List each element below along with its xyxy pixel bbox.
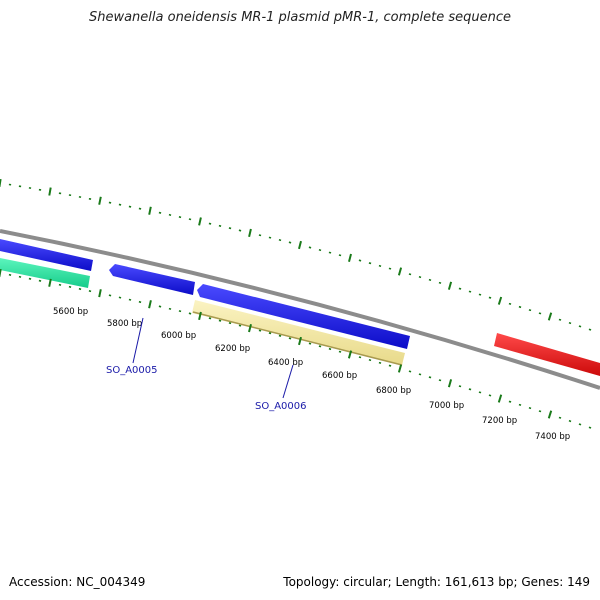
gene-bar-tan[interactable] bbox=[192, 300, 405, 365]
inner-ring-minor-tick bbox=[588, 426, 592, 429]
inner-ring-major-tick bbox=[347, 350, 353, 359]
inner-ring-major-tick bbox=[198, 311, 202, 321]
outer-ring-major-tick bbox=[148, 206, 152, 215]
outer-tick-ring bbox=[0, 179, 592, 331]
gene-arrow-so-a0005[interactable] bbox=[109, 264, 195, 295]
outer-ring-major-tick bbox=[348, 253, 352, 262]
inner-ring-major-tick bbox=[248, 324, 252, 333]
gene-arrow-so-a0006[interactable] bbox=[197, 284, 410, 349]
outer-ring-major-tick bbox=[48, 187, 52, 196]
scale-label: 6400 bp bbox=[268, 358, 303, 368]
gene-label-so-a0006[interactable]: SO_A0006 bbox=[255, 401, 307, 412]
gene-arrow-teal-left[interactable] bbox=[0, 258, 90, 288]
summary-text: Topology: circular; Length: 161,613 bp; … bbox=[283, 575, 590, 589]
inner-ring-major-tick bbox=[298, 336, 302, 346]
outer-ring-major-tick bbox=[198, 217, 202, 226]
gene-arrow-blue-left[interactable] bbox=[0, 239, 93, 271]
outer-ring-major-tick bbox=[497, 296, 503, 305]
outer-ring-major-tick bbox=[547, 312, 553, 321]
inner-ring-major-tick bbox=[98, 289, 102, 298]
outer-ring-minor-tick bbox=[588, 328, 592, 331]
outer-ring-minor-tick bbox=[578, 325, 582, 328]
scale-label: 5600 bp bbox=[53, 307, 88, 317]
inner-ring-major-tick bbox=[497, 394, 503, 403]
scale-labels: 5600 bp 5800 bp 6000 bp 6200 bp 6400 bp … bbox=[53, 307, 570, 442]
scale-label: 7000 bp bbox=[429, 401, 464, 411]
scale-label: 7400 bp bbox=[535, 432, 570, 442]
scale-label: 6800 bp bbox=[376, 386, 411, 396]
inner-ring-minor-tick bbox=[568, 419, 572, 423]
accession-text: Accession: NC_004349 bbox=[9, 575, 146, 589]
outer-ring-major-tick bbox=[248, 228, 252, 238]
gene-bar-tan-edge bbox=[192, 311, 403, 366]
inner-tick-ring bbox=[0, 268, 592, 429]
inner-ring-major-tick bbox=[0, 268, 2, 278]
outer-ring-major-tick bbox=[397, 267, 403, 276]
scale-label: 6600 bp bbox=[322, 371, 357, 381]
outer-ring-major-tick bbox=[447, 281, 453, 290]
scale-label: 6200 bp bbox=[215, 344, 250, 354]
inner-ring-major-tick bbox=[48, 278, 52, 287]
gene-label-so-a0005[interactable]: SO_A0005 bbox=[106, 365, 158, 376]
scale-label: 5800 bp bbox=[107, 319, 142, 329]
inner-ring-major-tick bbox=[547, 410, 553, 419]
inner-ring-major-tick bbox=[447, 379, 453, 388]
outer-ring-major-tick bbox=[98, 196, 102, 205]
gene-leader-so-a0005 bbox=[132, 317, 144, 364]
scale-label: 6000 bp bbox=[161, 331, 196, 341]
outer-ring-major-tick bbox=[0, 179, 2, 188]
plasmid-backbone bbox=[0, 229, 600, 390]
inner-ring-major-tick bbox=[148, 300, 152, 309]
map-title: Shewanella oneidensis MR-1 plasmid pMR-1… bbox=[88, 10, 512, 25]
scale-label: 7200 bp bbox=[482, 416, 517, 426]
gene-arrow-red[interactable] bbox=[494, 333, 600, 376]
inner-ring-major-tick bbox=[397, 364, 403, 373]
inner-ring-minor-tick bbox=[578, 423, 582, 426]
gene-leader-so-a0006 bbox=[282, 364, 294, 399]
outer-ring-major-tick bbox=[298, 240, 302, 250]
